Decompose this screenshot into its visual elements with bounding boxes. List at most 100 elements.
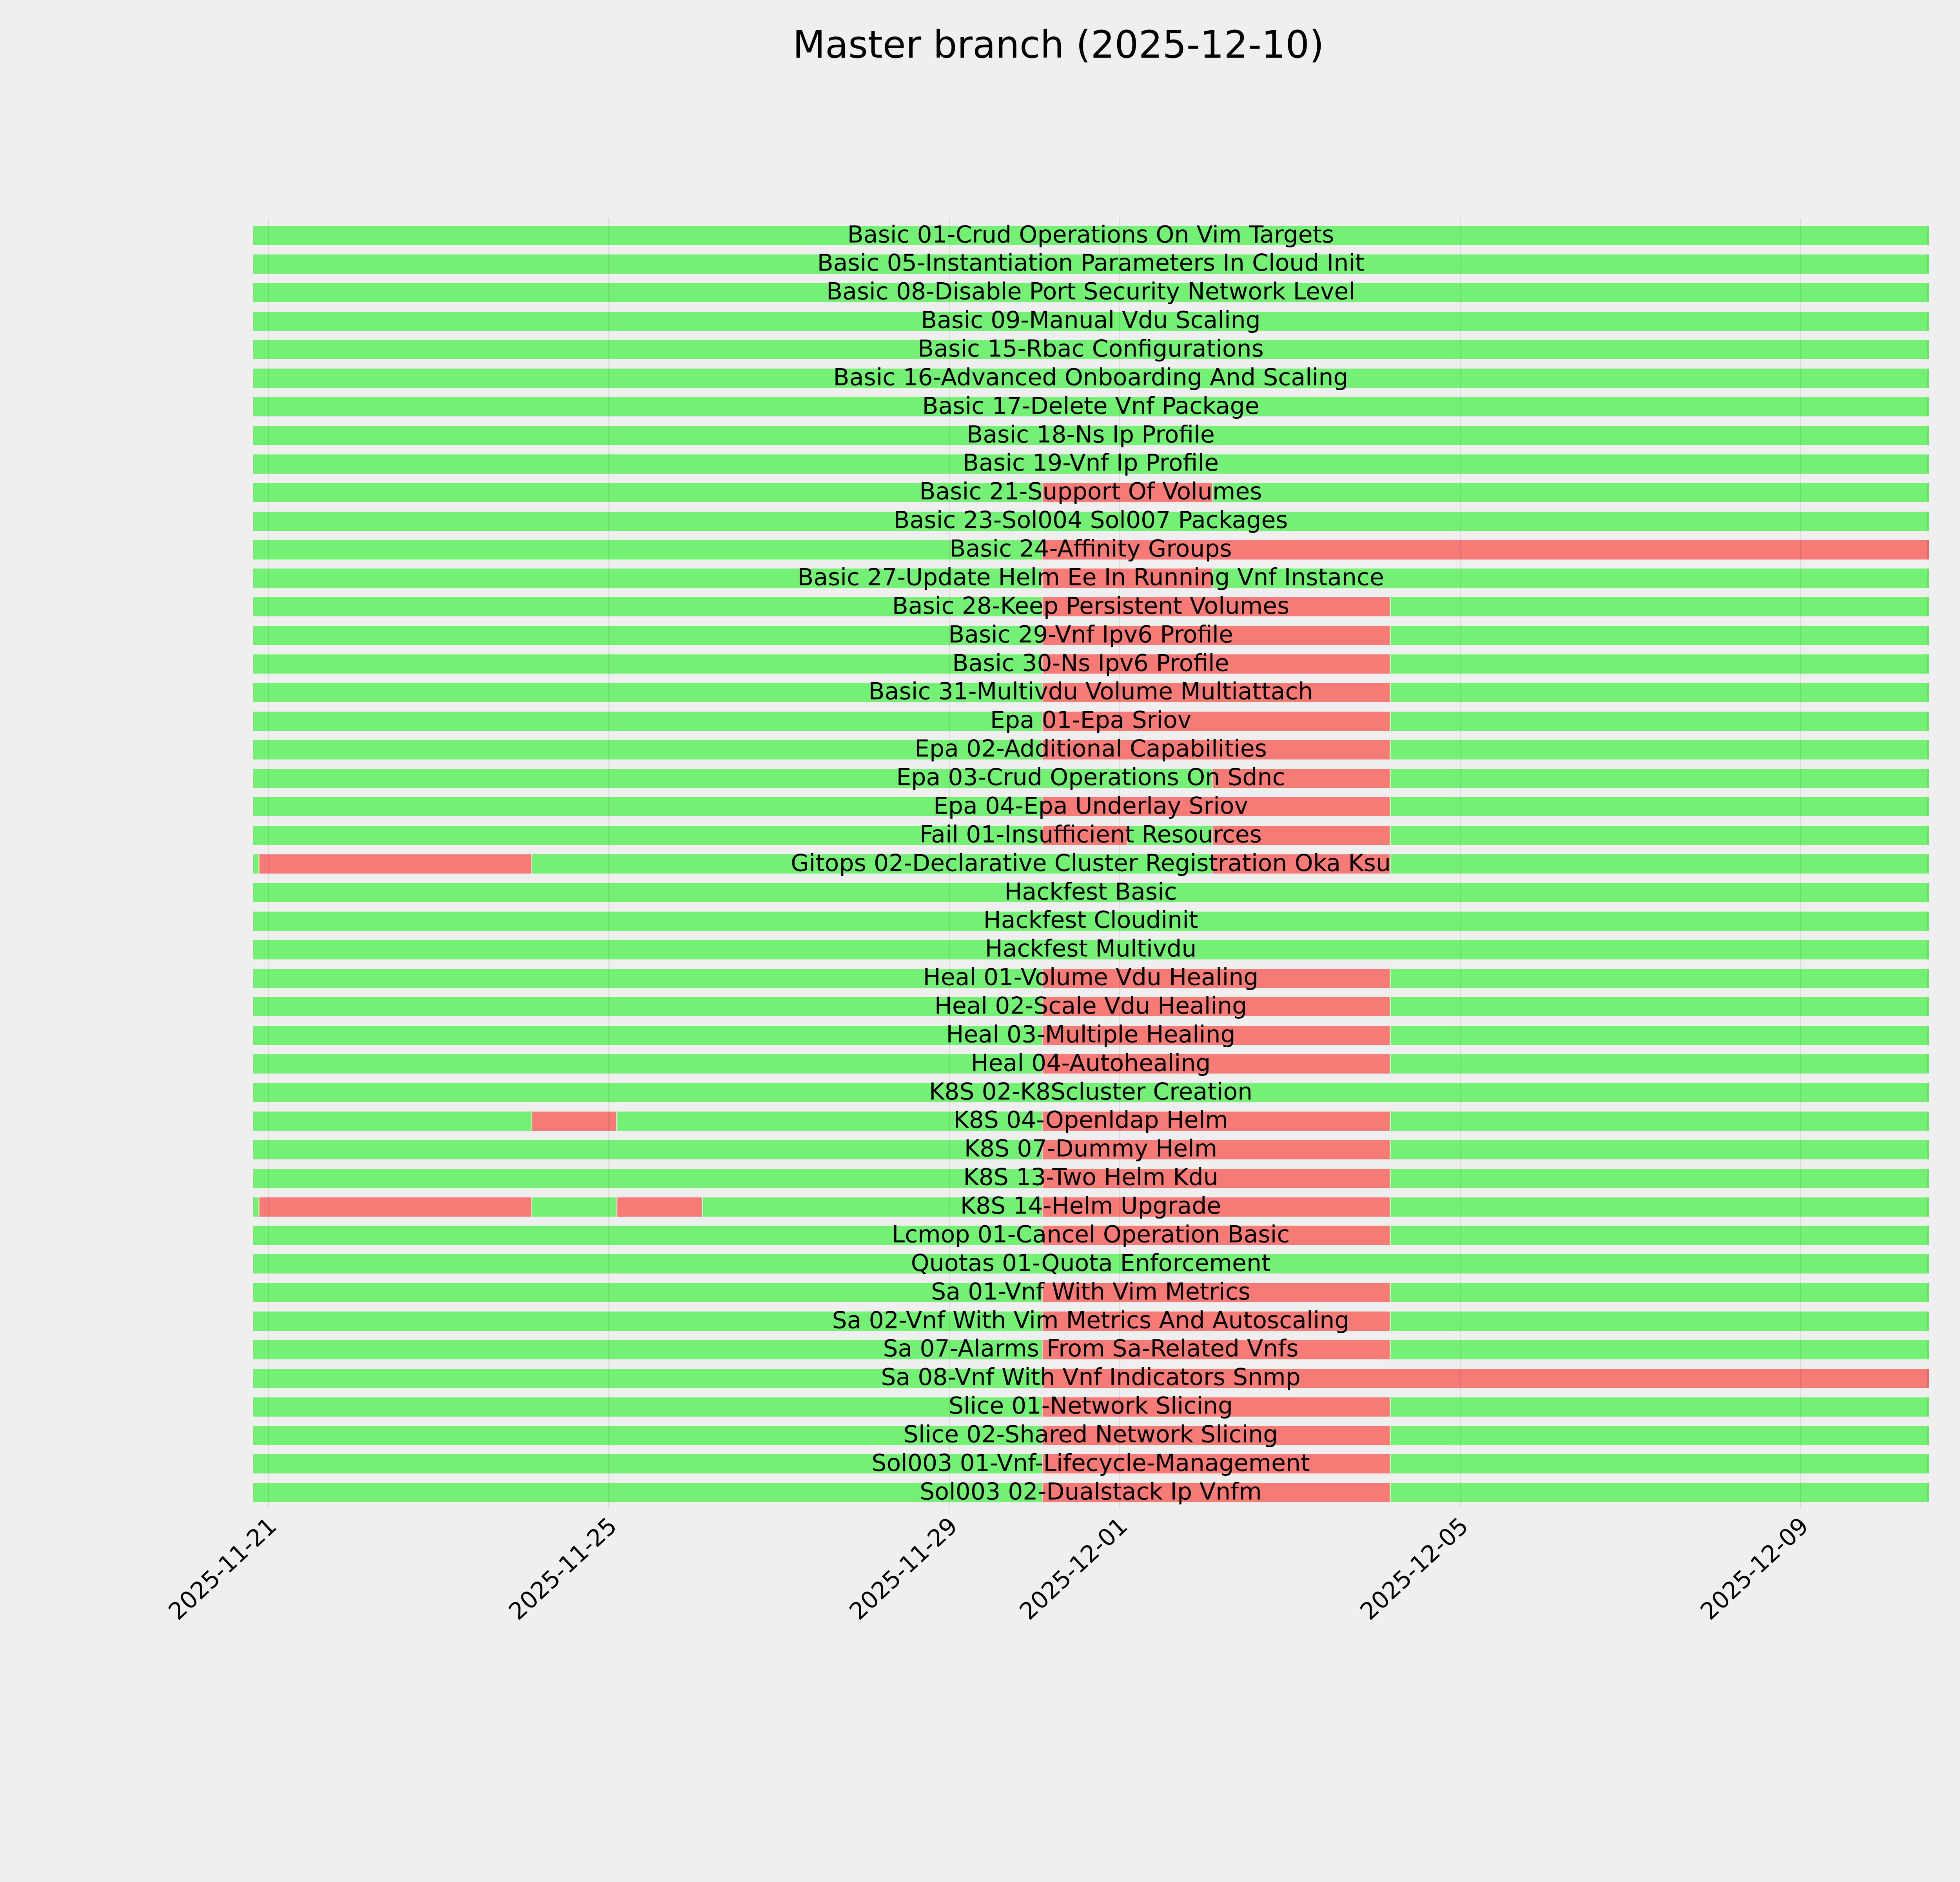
status-segment-pass xyxy=(253,997,1042,1017)
x-axis-tick-label: 2025-11-29 xyxy=(844,1512,963,1626)
status-segment-pass xyxy=(1389,683,1929,702)
test-row-label: Basic 01-Crud Operations On Vim Targets xyxy=(847,221,1334,249)
test-row-label: K8S 14-Helm Upgrade xyxy=(960,1192,1221,1220)
gridline xyxy=(1459,218,1461,1509)
status-segment-pass xyxy=(253,1026,1042,1045)
status-segment-fail xyxy=(258,854,532,874)
status-segment-pass xyxy=(1389,1168,1929,1188)
status-segment-pass xyxy=(1389,654,1929,674)
test-row: Basic 29-Vnf Ipv6 Profile xyxy=(253,621,1929,649)
test-row: Quotas 01-Quota Enforcement xyxy=(253,1251,1929,1275)
test-row: K8S 02-K8Scluster Creation xyxy=(253,1078,1929,1106)
status-segment-pass xyxy=(531,1197,617,1217)
test-row: K8S 13-Two Helm Kdu xyxy=(253,1163,1929,1191)
status-segment-pass xyxy=(1389,1312,1929,1331)
status-segment-pass xyxy=(253,1368,1042,1388)
test-row: Basic 30-Ns Ipv6 Profile xyxy=(253,649,1929,677)
test-row-label: Epa 03-Crud Operations On Sdnc xyxy=(896,763,1285,791)
status-segment-pass xyxy=(1389,1397,1929,1417)
status-segment-fail xyxy=(1042,1483,1390,1502)
test-row: Hackfest Basic xyxy=(253,878,1929,906)
status-segment-fail xyxy=(1042,1111,1390,1131)
test-row: Basic 16-Advanced Onboarding And Scaling xyxy=(253,365,1929,389)
status-segment-pass xyxy=(1389,1197,1929,1217)
status-segment-pass xyxy=(253,797,1042,817)
status-segment-fail xyxy=(616,1197,702,1217)
status-segment-pass xyxy=(253,569,1042,588)
test-row: Epa 02-Additional Capabilities xyxy=(253,735,1929,763)
test-row-label: Sa 07-Alarms From Sa-Related Vnfs xyxy=(883,1335,1299,1363)
status-segment-pass xyxy=(253,340,1929,360)
status-segment-fail xyxy=(1042,1226,1390,1245)
status-segment-pass xyxy=(253,1254,1929,1274)
x-axis-tick-label: 2025-12-05 xyxy=(1355,1512,1474,1626)
test-row: Hackfest Multivdu xyxy=(253,935,1929,963)
test-row: Sol003 01-Vnf-Lifecycle-Management xyxy=(253,1449,1929,1477)
test-row: Basic 08-Disable Port Security Network L… xyxy=(253,280,1929,303)
test-row: Epa 04-Epa Underlay Sriov xyxy=(253,794,1929,817)
test-row-label: Hackfest Basic xyxy=(1004,878,1177,906)
status-segment-fail xyxy=(258,1197,532,1217)
status-segment-pass xyxy=(253,311,1929,331)
test-row-label: Sa 08-Vnf With Vnf Indicators Snmp xyxy=(881,1363,1301,1391)
status-segment-pass xyxy=(531,854,1212,874)
status-segment-pass xyxy=(253,654,1042,674)
status-segment-fail xyxy=(1042,1283,1390,1303)
status-segment-pass xyxy=(1212,483,1929,502)
test-row: Basic 09-Manual Vdu Scaling xyxy=(253,309,1929,332)
test-row: Lcmop 01-Cancel Operation Basic xyxy=(253,1223,1929,1246)
test-row-label: Basic 29-Vnf Ipv6 Profile xyxy=(948,621,1233,649)
status-segment-pass xyxy=(253,1226,1042,1245)
test-row: Basic 01-Crud Operations On Vim Targets xyxy=(253,221,1929,249)
status-segment-fail xyxy=(1042,1312,1390,1331)
test-row-label: Slice 01-Network Slicing xyxy=(948,1392,1233,1420)
gridline xyxy=(608,218,610,1509)
status-segment-fail xyxy=(1042,1426,1390,1445)
status-segment-pass xyxy=(1389,740,1929,759)
test-row-label: Epa 02-Additional Capabilities xyxy=(915,735,1267,763)
gridline xyxy=(1119,218,1121,1509)
status-segment-pass xyxy=(1212,569,1929,588)
test-row: Basic 21-Support Of Volumes xyxy=(253,480,1929,503)
test-row-label: Hackfest Multivdu xyxy=(985,935,1197,963)
test-row-label: Basic 30-Ns Ipv6 Profile xyxy=(952,649,1229,677)
status-segment-pass xyxy=(1389,626,1929,645)
test-row: Basic 17-Delete Vnf Package xyxy=(253,394,1929,418)
test-row-label: Sol003 01-Vnf-Lifecycle-Management xyxy=(871,1449,1310,1477)
test-row-label: K8S 13-Two Helm Kdu xyxy=(963,1163,1218,1191)
test-row-label: K8S 02-K8Scluster Creation xyxy=(929,1078,1253,1106)
status-segment-pass xyxy=(253,911,1929,931)
test-row-label: Basic 28-Keep Persistent Volumes xyxy=(892,592,1290,620)
test-row-label: Basic 05-Instantiation Parameters In Clo… xyxy=(817,249,1365,277)
status-segment-pass xyxy=(253,1168,1042,1188)
test-row: K8S 04-Openldap Helm xyxy=(253,1108,1929,1132)
test-row: Heal 01-Volume Vdu Healing xyxy=(253,966,1929,989)
status-segment-fail xyxy=(1042,569,1212,588)
status-segment-pass xyxy=(253,1340,1042,1359)
status-segment-fail xyxy=(1042,1368,1929,1388)
status-segment-pass xyxy=(1389,1426,1929,1445)
status-segment-pass xyxy=(253,1197,258,1217)
status-segment-pass xyxy=(1389,1140,1929,1159)
gridline xyxy=(949,218,950,1509)
status-segment-fail xyxy=(1042,483,1212,502)
test-row: Slice 02-Shared Network Slicing xyxy=(253,1423,1929,1446)
status-segment-pass xyxy=(253,283,1929,302)
status-segment-pass xyxy=(253,768,1212,788)
status-segment-pass xyxy=(253,626,1042,645)
test-row-label: Fail 01-Insufficient Resources xyxy=(920,821,1262,848)
status-segment-pass xyxy=(253,683,1042,702)
status-segment-pass xyxy=(1389,826,1929,845)
status-segment-pass xyxy=(1389,1054,1929,1074)
test-row: Basic 19-Vnf Ip Profile xyxy=(253,451,1929,475)
test-row: Basic 28-Keep Persistent Volumes xyxy=(253,592,1929,620)
status-segment-pass xyxy=(253,711,1042,731)
x-axis-tick-label: 2025-11-25 xyxy=(503,1512,622,1626)
test-row: Fail 01-Insufficient Resources xyxy=(253,821,1929,848)
status-segment-pass xyxy=(253,597,1042,617)
test-row: Sol003 02-Dualstack Ip Vnfm xyxy=(253,1480,1929,1503)
status-segment-fail xyxy=(1042,997,1390,1017)
test-row-label: Sa 02-Vnf With Vim Metrics And Autoscali… xyxy=(832,1306,1350,1334)
status-segment-fail xyxy=(1212,768,1390,788)
status-segment-pass xyxy=(1389,997,1929,1017)
